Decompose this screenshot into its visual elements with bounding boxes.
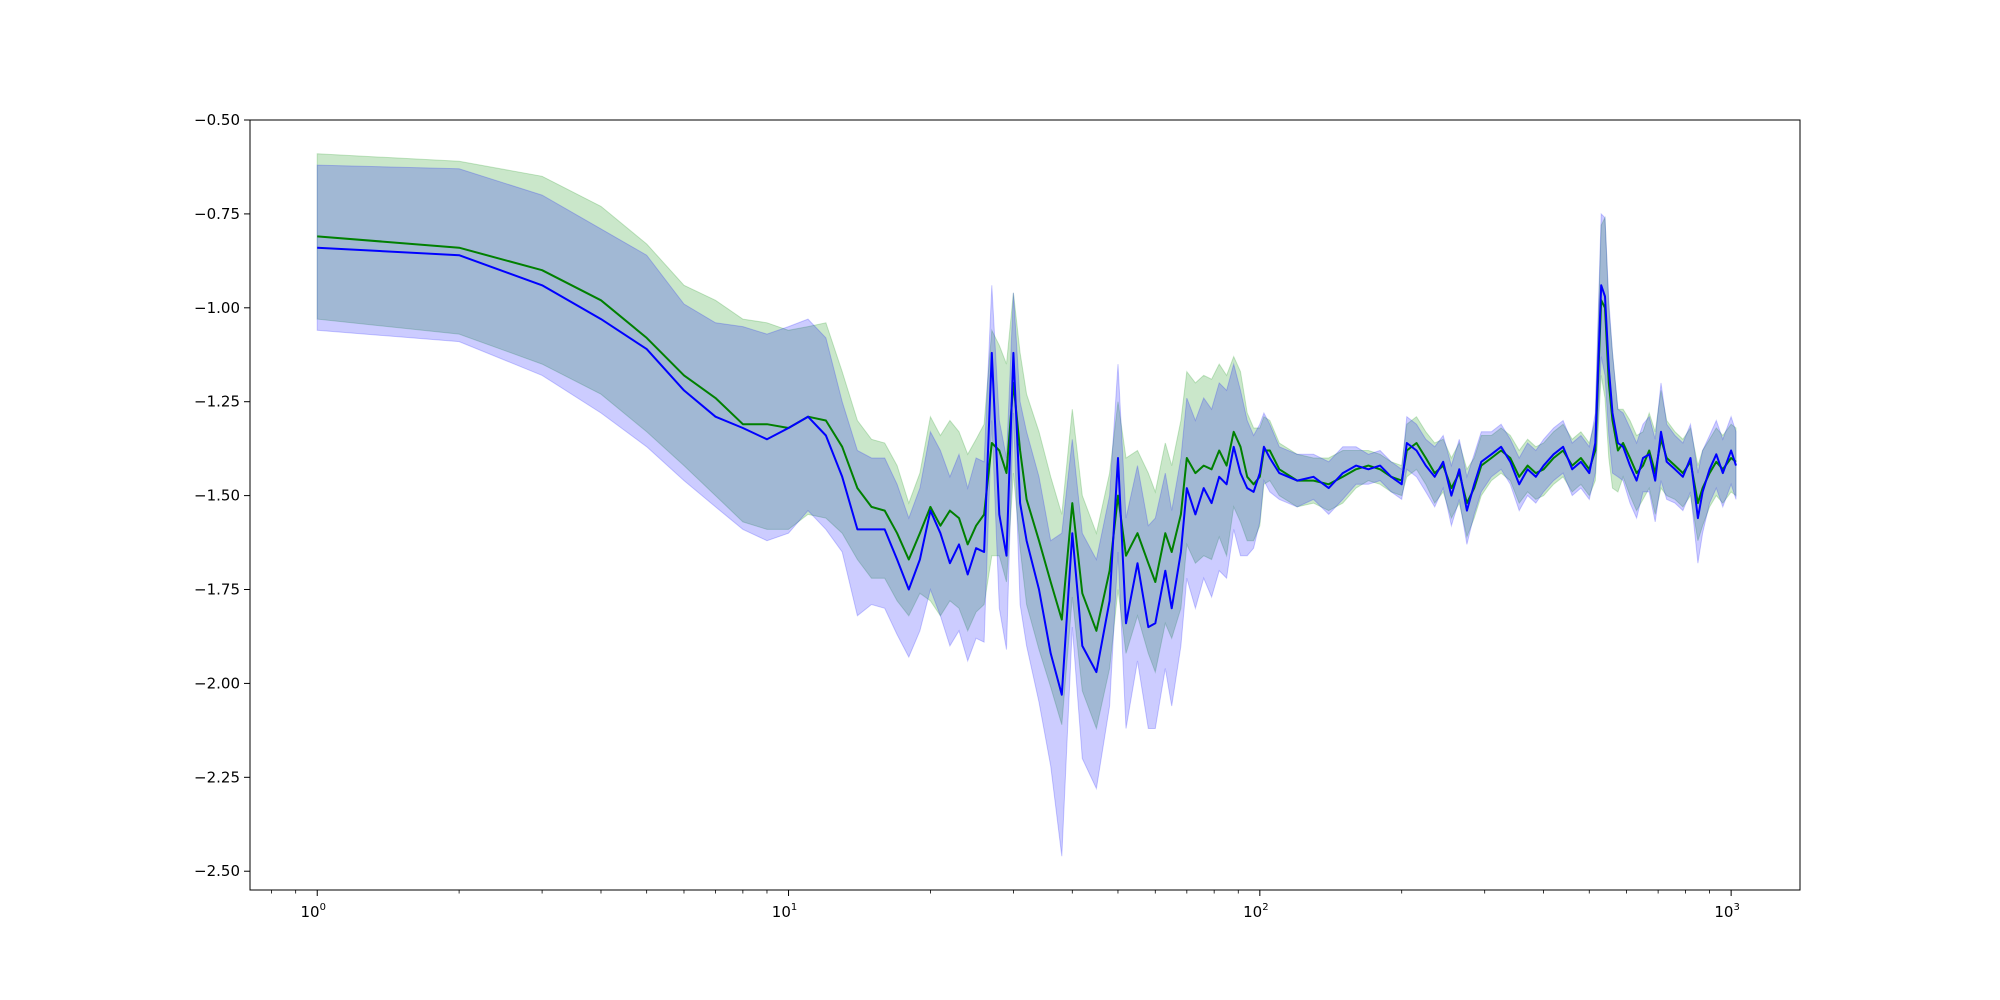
x-tick-label: 101: [772, 902, 797, 921]
x-tick-label: 103: [1714, 902, 1739, 921]
confidence-bands: [316, 153, 1737, 857]
x-tick-exponent: 2: [1262, 902, 1268, 913]
x-tick-base: 10: [772, 903, 791, 921]
x-tick-exponent: 1: [791, 902, 797, 913]
y-tick-label: −2.00: [194, 674, 240, 692]
x-tick-base: 10: [301, 903, 320, 921]
plot-frame: [249, 119, 1801, 891]
x-tick-base: 10: [1714, 903, 1733, 921]
y-axis: −0.50 −0.75 −1.00 −1.25 −1.50 −1.75 −2.00 −2.25…: [194, 111, 250, 880]
x-tick-exponent: 3: [1733, 902, 1739, 913]
x-tick-label: 100: [301, 902, 326, 921]
y-tick-label: −2.50: [194, 862, 240, 880]
y-tick-label: −1.25: [194, 393, 240, 411]
y-tick-label: −2.25: [194, 768, 240, 786]
x-tick-label: 102: [1243, 902, 1268, 921]
y-tick-label: −0.75: [194, 205, 240, 223]
series-lines: [317, 235, 1737, 696]
y-tick-label: −1.75: [194, 581, 240, 599]
series-1-band: [316, 153, 1737, 731]
y-tick-label: −1.50: [194, 487, 240, 505]
series-2-line: [317, 246, 1737, 696]
x-tick-exponent: 0: [320, 902, 326, 913]
series-2-band: [316, 164, 1737, 857]
x-axis: 100 101 102 103: [271, 890, 1740, 921]
x-tick-base: 10: [1243, 903, 1262, 921]
y-tick-label: −0.50: [194, 111, 240, 129]
y-tick-label: −1.00: [194, 299, 240, 317]
